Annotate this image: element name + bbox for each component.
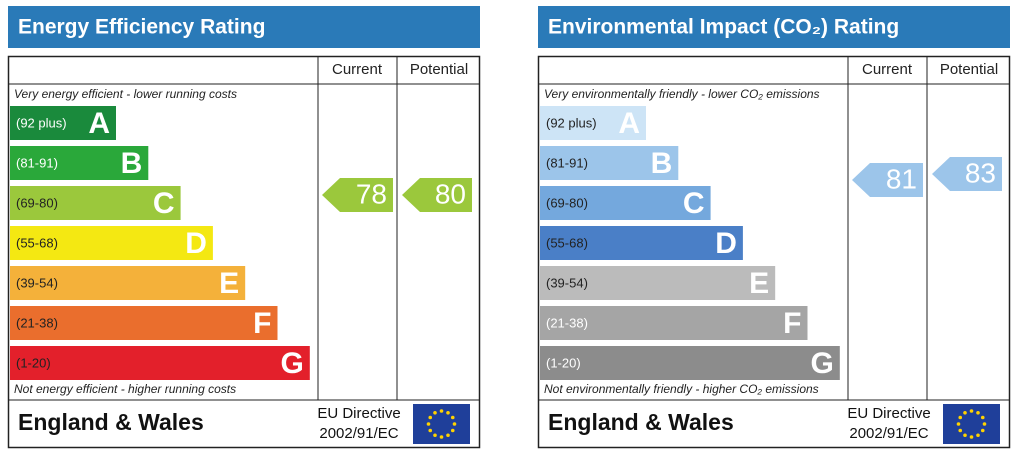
band-range: (55-68) xyxy=(546,235,588,250)
band-letter: G xyxy=(280,347,303,380)
directive-line: 2002/91/EC xyxy=(319,425,398,442)
eu-star xyxy=(428,428,433,433)
directive-line: 2002/91/EC xyxy=(849,425,928,442)
rating-value: 83 xyxy=(965,157,996,188)
eu-star xyxy=(450,428,455,433)
band xyxy=(540,146,679,180)
eu-star xyxy=(426,422,431,426)
eu-star xyxy=(980,415,985,420)
band xyxy=(540,226,743,260)
band-range: (39-54) xyxy=(546,275,588,290)
band-letter: D xyxy=(715,227,737,260)
eu-star xyxy=(446,410,450,415)
eu-star xyxy=(439,435,444,439)
eu-star xyxy=(969,435,974,439)
eu-star xyxy=(433,410,437,415)
band-range: (81-91) xyxy=(546,155,588,170)
eu-star xyxy=(450,415,455,420)
eu-star xyxy=(958,415,963,420)
eu-star xyxy=(958,428,963,433)
band-letter: C xyxy=(683,187,705,220)
band xyxy=(540,186,711,220)
band-range: (92 plus) xyxy=(546,115,597,130)
band-letter: C xyxy=(153,187,175,220)
title-bar xyxy=(538,6,1010,48)
rating-value: 78 xyxy=(356,178,387,209)
panel-title: Energy Efficiency Rating xyxy=(18,16,265,39)
band-letter: F xyxy=(253,307,271,340)
band xyxy=(10,186,181,220)
rating-arrow xyxy=(402,178,472,212)
band xyxy=(10,346,310,380)
frame xyxy=(7,55,481,449)
eu-star xyxy=(428,415,433,420)
column-header: Potential xyxy=(940,61,998,78)
directive-line: EU Directive xyxy=(317,405,400,422)
region: England & Wales xyxy=(18,409,204,435)
band-range: (92 plus) xyxy=(16,115,67,130)
frame xyxy=(537,55,1011,449)
title-bar xyxy=(8,6,480,48)
rating-value: 81 xyxy=(886,163,917,194)
eu-star xyxy=(963,433,967,438)
eu-star xyxy=(439,409,444,413)
rating-panel: Environmental Impact (CO₂) Rating Current… xyxy=(537,6,1011,449)
column-header: Current xyxy=(862,61,913,78)
rating-value: 80 xyxy=(435,178,466,209)
band xyxy=(10,146,149,180)
column-header: Potential xyxy=(410,61,468,78)
eu-star xyxy=(963,410,967,415)
band-range: (69-80) xyxy=(546,195,588,210)
bottom-note: Not energy efficient - higher running co… xyxy=(14,382,236,396)
eu-star xyxy=(956,422,961,426)
eu-star xyxy=(976,410,980,415)
band-letter: E xyxy=(219,267,239,300)
band-range: (21-38) xyxy=(546,315,588,330)
band xyxy=(540,106,646,140)
band-range: (39-54) xyxy=(16,275,58,290)
rating-arrow xyxy=(852,163,923,197)
eu-star xyxy=(446,433,450,438)
band xyxy=(540,346,840,380)
band-letter: G xyxy=(810,347,833,380)
eu-star xyxy=(452,422,457,426)
band-range: (69-80) xyxy=(16,195,58,210)
band-range: (81-91) xyxy=(16,155,58,170)
top-note: Very environmentally friendly - lower CO… xyxy=(544,87,820,101)
directive-line: EU Directive xyxy=(847,405,930,422)
rating-arrow xyxy=(932,157,1002,191)
top-note: Very energy efficient - lower running co… xyxy=(14,87,237,101)
panel-title: Environmental Impact (CO₂) Rating xyxy=(548,16,899,39)
band-letter: B xyxy=(651,147,673,180)
band-letter: F xyxy=(783,307,801,340)
band-range: (21-38) xyxy=(16,315,58,330)
band-letter: A xyxy=(88,107,110,140)
rating-panel: Energy Efficiency Rating Current Potential… xyxy=(7,6,481,449)
band-letter: D xyxy=(185,227,207,260)
column-header: Current xyxy=(332,61,383,78)
eu-star xyxy=(433,433,437,438)
band-letter: A xyxy=(618,107,640,140)
band xyxy=(10,226,213,260)
eu-star xyxy=(976,433,980,438)
band xyxy=(10,306,278,340)
rating-arrow xyxy=(322,178,393,212)
band xyxy=(540,266,776,300)
band xyxy=(540,306,808,340)
bottom-note: Not environmentally friendly - higher CO… xyxy=(544,382,819,396)
band-range: (1-20) xyxy=(16,355,51,370)
band-range: (55-68) xyxy=(16,235,58,250)
eu-star xyxy=(969,409,974,413)
band xyxy=(10,106,116,140)
region: England & Wales xyxy=(548,409,734,435)
eu-star xyxy=(982,422,987,426)
band-range: (1-20) xyxy=(546,355,581,370)
eu-star xyxy=(980,428,985,433)
band-letter: B xyxy=(121,147,143,180)
band xyxy=(10,266,246,300)
band-letter: E xyxy=(749,267,769,300)
